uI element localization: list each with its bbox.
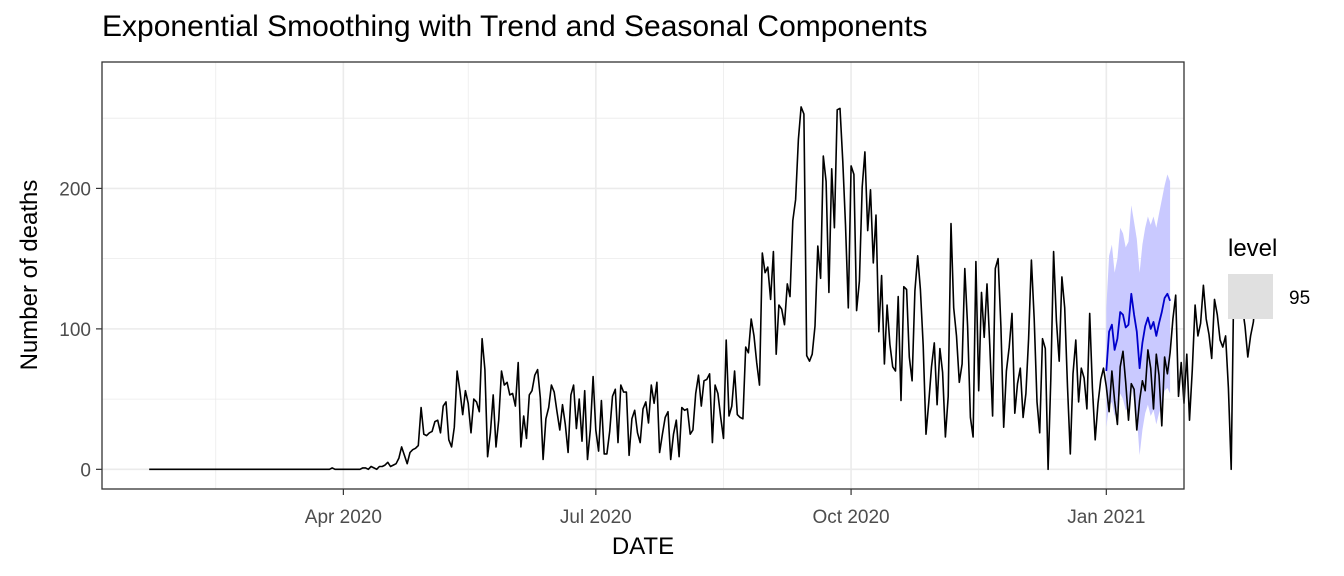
legend-label-95: 95 [1289, 288, 1310, 309]
plot-panel [102, 62, 1184, 489]
forecast-line [1105, 292, 1171, 372]
x-axis-title: DATE [612, 533, 674, 560]
y-tick-label: 0 [80, 460, 91, 481]
y-axis: 0 100 200 [59, 179, 102, 481]
series-line-layer [149, 106, 1260, 471]
minor-gridlines [102, 62, 1184, 489]
x-tick-label: Apr 2020 [305, 507, 382, 528]
legend: level 95 [1228, 235, 1310, 319]
y-tick-label: 200 [59, 179, 91, 200]
x-axis: Apr 2020 Jul 2020 Oct 2020 Jan 2021 [305, 489, 1145, 528]
x-tick-label: Jul 2020 [560, 507, 632, 528]
y-tick-label: 100 [59, 320, 91, 341]
legend-key-95 [1228, 274, 1273, 319]
history-line [149, 106, 1260, 471]
chart-title: Exponential Smoothing with Trend and Sea… [102, 10, 928, 43]
legend-title: level [1228, 235, 1277, 262]
x-tick-label: Oct 2020 [813, 507, 890, 528]
y-axis-title: Number of deaths [16, 180, 43, 371]
x-tick-label: Jan 2021 [1067, 507, 1145, 528]
plot-border [101, 61, 1185, 490]
